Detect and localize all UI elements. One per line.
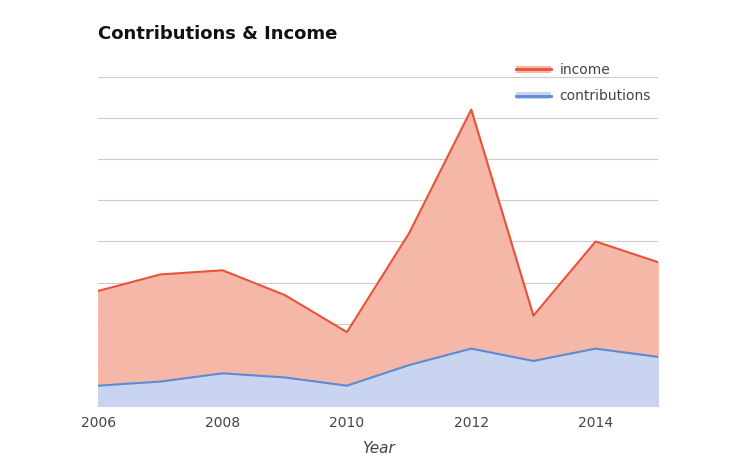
X-axis label: Year: Year (361, 441, 395, 456)
Text: Contributions & Income: Contributions & Income (98, 25, 338, 43)
Legend: income, contributions: income, contributions (516, 63, 651, 104)
